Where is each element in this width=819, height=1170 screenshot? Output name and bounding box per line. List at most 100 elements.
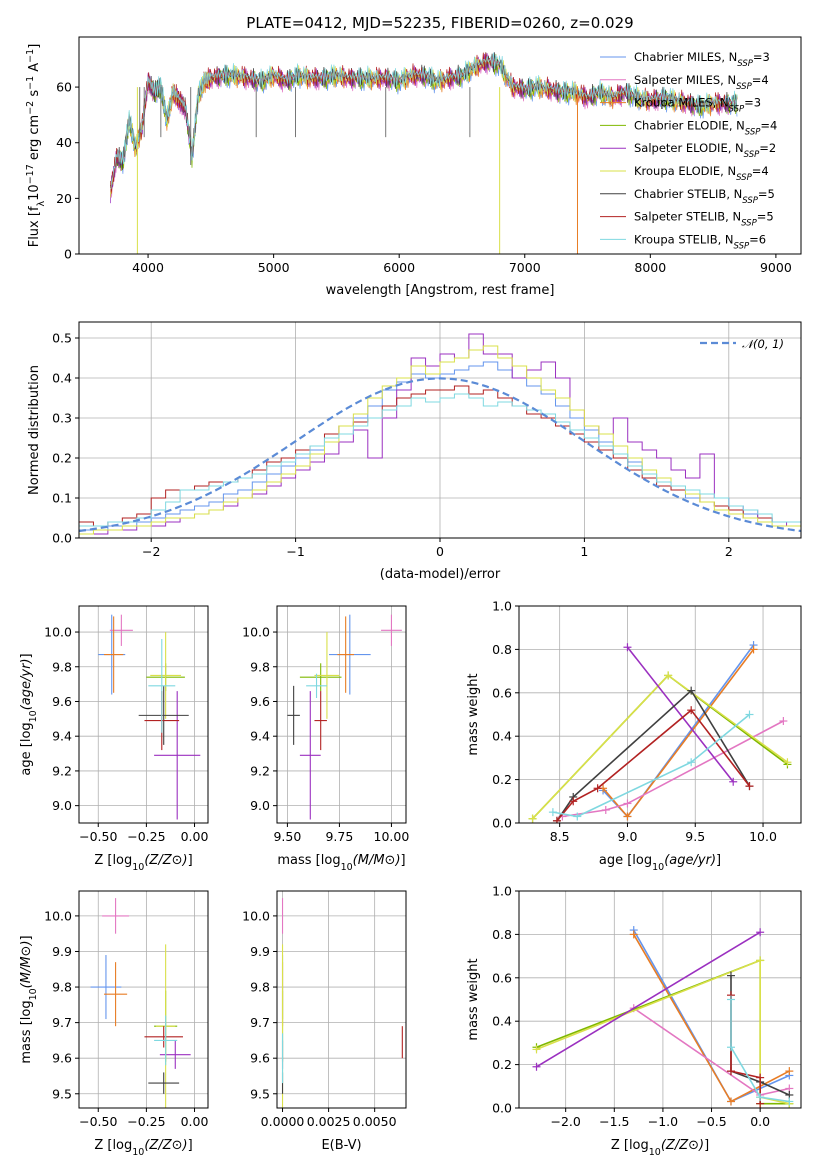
errorbar-salpeter_miles [102,898,130,934]
weight-marker-kroupa_stelib [548,808,557,817]
x-tick-label: 8.5 [550,829,570,844]
weight-line-kroupa_stelib [552,713,751,818]
errorbar-kroupa_stelib [306,673,327,699]
x-tick-label: 2 [725,544,733,559]
weight-marker-salpeter_stelib [756,1073,765,1082]
y-axis-label: mass [log10(M/M⊙)] [19,935,39,1063]
legend: Chabrier MILES, NSSP=3 Salpeter MILES, NS… [600,50,777,251]
weight-marker-kroupa_stelib [573,812,582,821]
y-tick-label: 40 [56,135,72,150]
y-tick-label: 10.0 [242,908,270,923]
weight-marker-salpeter_stelib [593,784,602,793]
y-tick-label: 0 [64,247,72,262]
x-tick-label: 5000 [258,260,290,275]
weight-marker-kroupa_stelib [785,1097,794,1106]
axes-frame [78,36,802,255]
x-tick-label: 0.00 [181,1114,209,1129]
weight-line-chabrier_stelib [556,689,751,822]
x-axis-label: E(B-V) [321,1138,361,1153]
weight-marker-salpeter_miles [779,717,788,726]
y-tick-label: 10.0 [44,625,72,640]
y-tick-label: 0.1 [52,491,72,506]
weight-marker-chabrier_stelib [687,686,696,695]
weight-marker-kroupa_elodie [528,814,537,823]
errorbar-kroupa_miles [337,616,354,693]
plot-residual_hist [79,333,801,535]
y-tick-label: 0.6 [492,970,512,985]
normal-reference-curve [79,377,801,533]
legend-label-chabrier_stelib: Chabrier STELIB, NSSP=5 [634,187,775,206]
x-tick-label: −0.50 [79,829,117,844]
x-axis-label: age [log10(age/yr)] [599,853,721,873]
x-tick-label: 0.0025 [307,1114,351,1129]
x-axis-label: wavelength [Angstrom, rest frame] [326,283,555,298]
panel-spectrum: 4000 5000 6000 7000 8000 9000 0 20 40 60 wavelengt… [25,36,802,298]
x-tick-label: −1.5 [599,1114,629,1129]
y-tick-label: 9.2 [250,763,270,778]
y-axis-label: Normed distribution [27,365,42,495]
y-axis-label: age [log10(age/yr)] [19,653,39,775]
x-tick-label: −0.5 [696,1114,726,1129]
weight-marker-salpeter_stelib [745,782,754,791]
weight-marker-salpeter_miles [601,805,610,814]
x-tick-label: 0.0000 [261,1114,305,1129]
y-tick-label: 9.6 [250,694,270,709]
errorbar-salpeter_elodie [154,691,201,820]
y-tick-label: 0.6 [492,685,512,700]
figure-title: PLATE=0412, MJD=52235, FIBERID=0260, z=0… [246,14,633,32]
x-axis-label: (data-model)/error [380,567,501,582]
y-tick-label: 0.2 [492,772,512,787]
y-tick-label: 0.8 [492,642,512,657]
y-tick-label: 9.4 [52,729,72,744]
weight-marker-salpeter_stelib [569,797,578,806]
y-tick-label: 9.5 [250,1086,270,1101]
weight-marker-kroupa_stelib [726,995,735,1004]
errorbar-salpeter_miles [381,614,402,646]
axes-frame [518,890,802,1109]
plot-mass_vs_ebv [281,898,403,1108]
y-tick-label: 10.0 [242,625,270,640]
legend-label-kroupa_miles: Kroupa MILES, NSSP=3 [634,96,761,115]
weight-marker-salpeter_elodie [532,1062,541,1071]
y-tick-label: 9.6 [52,1051,72,1066]
histogram-salpeter_stelib [79,385,801,527]
errorbar-chabrier_stelib [287,685,300,745]
errorbar-chabrier_stelib [138,685,189,745]
y-tick-label: 0.4 [52,371,72,386]
y-tick-label: 0.0 [52,531,72,546]
weight-marker-kroupa_miles [629,930,638,939]
panel-residual_hist: −2 −1 0 1 2 0.0 0.1 0.2 0.3 0.4 0.5 𝒩(0, 1) (data-mo… [27,321,802,582]
y-tick-label: 9.8 [250,980,270,995]
x-tick-label: 0 [436,544,444,559]
legend-label-salpeter_elodie: Salpeter ELODIE, NSSP=2 [634,141,776,160]
y-tick-label: 20 [56,191,72,206]
plot-weight_vs_Z [532,926,794,1108]
weight-line-salpeter_stelib [730,995,762,1104]
x-tick-label: 10.0 [749,829,777,844]
weight-line-salpeter_elodie [536,931,761,1068]
panel-mass_vs_ebv: 0.0000 0.0025 0.0050 9.5 9.6 9.7 9.8 9.9 10.0 E(B… [242,890,407,1153]
weight-marker-kroupa_elodie [532,1045,541,1054]
plot-age_vs_mass [287,614,402,820]
weight-marker-kroupa_stelib [687,758,696,767]
weight-marker-chabrier_stelib [726,971,735,980]
errorbar-chabrier_miles [90,955,122,1020]
weight-line-chabrier_miles [602,644,755,818]
legend-label-chabrier_elodie: Chabrier ELODIE, NSSP=4 [634,118,777,137]
axes-frame [78,890,209,1109]
plot-age_vs_Z [98,614,201,820]
y-tick-label: 0.2 [52,451,72,466]
weight-marker-salpeter_elodie [729,777,738,786]
x-tick-label: −1 [286,544,304,559]
y-tick-label: 9.6 [52,694,72,709]
y-tick-label: 0.8 [492,927,512,942]
weight-marker-kroupa_miles [623,812,632,821]
weight-marker-kroupa_elodie [783,758,792,767]
y-tick-label: 9.0 [250,798,270,813]
errorbar-salpeter_stelib [314,691,327,751]
y-axis-label: Flux [fλ10−17 erg cm−2 s−1 A−1] [25,44,47,248]
x-tick-label: 9.50 [273,829,301,844]
errorbar-salpeter_stelib [144,1026,183,1048]
y-tick-label: 1.0 [492,599,512,614]
weight-marker-kroupa_stelib [726,1043,735,1052]
